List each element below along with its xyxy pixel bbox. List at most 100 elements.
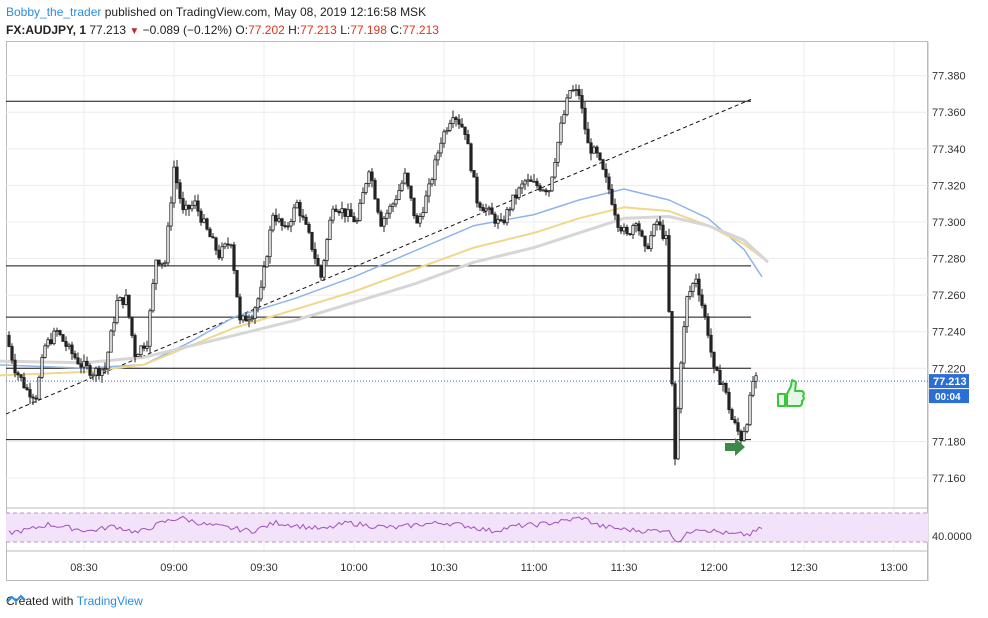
candle-body	[13, 359, 17, 374]
high-label: H:	[288, 23, 301, 37]
candle-body	[643, 235, 647, 247]
author-link[interactable]: Bobby_the_trader	[6, 5, 102, 19]
candle-body	[370, 171, 374, 181]
candle-body	[712, 351, 716, 368]
candle-body	[499, 219, 503, 221]
candle-body	[670, 311, 674, 385]
candle-body	[334, 208, 338, 212]
candle-body	[112, 322, 116, 332]
candle-body	[178, 182, 182, 199]
candle-body	[49, 339, 53, 345]
candle-body	[292, 207, 296, 222]
candle-body	[376, 198, 380, 213]
y-tick-label: 77.260	[932, 290, 966, 302]
candle-body	[598, 152, 602, 161]
candle-body	[124, 294, 128, 305]
candle-body	[190, 204, 194, 210]
down-arrow-icon: ▼	[129, 26, 140, 37]
last-price-label: 77.213	[933, 376, 967, 388]
candle-body	[457, 119, 461, 125]
candle-body	[91, 374, 95, 377]
candle-body	[247, 319, 251, 322]
trendline[interactable]	[5, 98, 752, 415]
candle-body	[418, 216, 422, 224]
y-tick-label: 77.360	[932, 107, 966, 119]
candle-body	[52, 330, 56, 345]
candle-body	[541, 189, 545, 192]
thumbs-up-icon	[777, 379, 805, 407]
candle-body	[187, 204, 191, 210]
candle-body	[133, 335, 137, 358]
candle-body	[454, 117, 458, 120]
candle-body	[34, 397, 38, 400]
candle-body	[487, 207, 491, 210]
candle-body	[631, 225, 635, 236]
candle-body	[484, 208, 488, 212]
candle-body	[430, 179, 434, 185]
candle-body	[679, 362, 683, 410]
candle-body	[616, 214, 620, 228]
candle-body	[385, 212, 389, 219]
candle-body	[154, 259, 158, 284]
candle-body	[493, 213, 497, 224]
x-tick-label: 10:00	[340, 562, 368, 574]
moving-average-line	[0, 215, 770, 365]
candle-body	[118, 297, 122, 302]
candle-body	[586, 128, 590, 144]
candle-body	[322, 260, 326, 278]
moving-average-line	[0, 188, 763, 370]
candle-body	[652, 224, 656, 237]
candle-body	[199, 210, 203, 223]
candle-body	[685, 296, 689, 328]
x-tick-label: 12:00	[700, 562, 728, 574]
x-tick-label: 08:30	[70, 562, 98, 574]
candle-body	[421, 212, 425, 217]
candle-body	[115, 300, 119, 324]
candle-body	[121, 297, 125, 305]
candle-body	[601, 159, 605, 170]
x-tick-label: 09:30	[250, 562, 278, 574]
tradingview-brand-link[interactable]: TradingView	[76, 594, 143, 608]
candle-body	[70, 344, 74, 355]
candle-body	[220, 246, 224, 259]
candle-body	[109, 330, 113, 353]
candle-body	[544, 189, 548, 193]
candle-body	[364, 183, 368, 193]
rsi-tick-label: 40.0000	[932, 531, 972, 543]
candle-body	[103, 368, 107, 371]
candle-body	[283, 225, 287, 227]
candle-body	[340, 208, 344, 214]
y-tick-label: 77.380	[932, 71, 966, 83]
candle-body	[607, 176, 611, 190]
candle-body	[352, 216, 356, 223]
candle-body	[79, 363, 83, 368]
y-tick-label: 77.280	[932, 254, 966, 266]
candle-body	[286, 225, 290, 228]
candle-body	[694, 278, 698, 284]
candle-body	[100, 369, 104, 376]
candle-body	[64, 340, 68, 347]
candle-body	[751, 380, 755, 396]
candle-body	[277, 218, 281, 222]
candle-body	[217, 249, 221, 259]
candle-body	[550, 176, 554, 192]
candle-body	[7, 334, 11, 347]
candle-body	[613, 204, 617, 216]
candle-body	[505, 209, 509, 224]
candle-body	[481, 206, 485, 212]
candle-body	[268, 229, 272, 258]
x-tick-label: 11:00	[521, 562, 548, 574]
candle-body	[142, 345, 146, 349]
candle-body	[724, 382, 728, 393]
publish-info: published on TradingView.com, May 08, 20…	[104, 5, 427, 19]
candle-body	[604, 168, 608, 178]
candle-body	[310, 231, 314, 250]
close-value: 77.213	[402, 23, 439, 37]
candle-body	[562, 114, 566, 124]
candle-body	[85, 360, 89, 366]
candle-body	[697, 278, 701, 296]
candle-body	[253, 307, 257, 319]
candle-body	[232, 244, 236, 271]
candle-body	[496, 219, 500, 224]
